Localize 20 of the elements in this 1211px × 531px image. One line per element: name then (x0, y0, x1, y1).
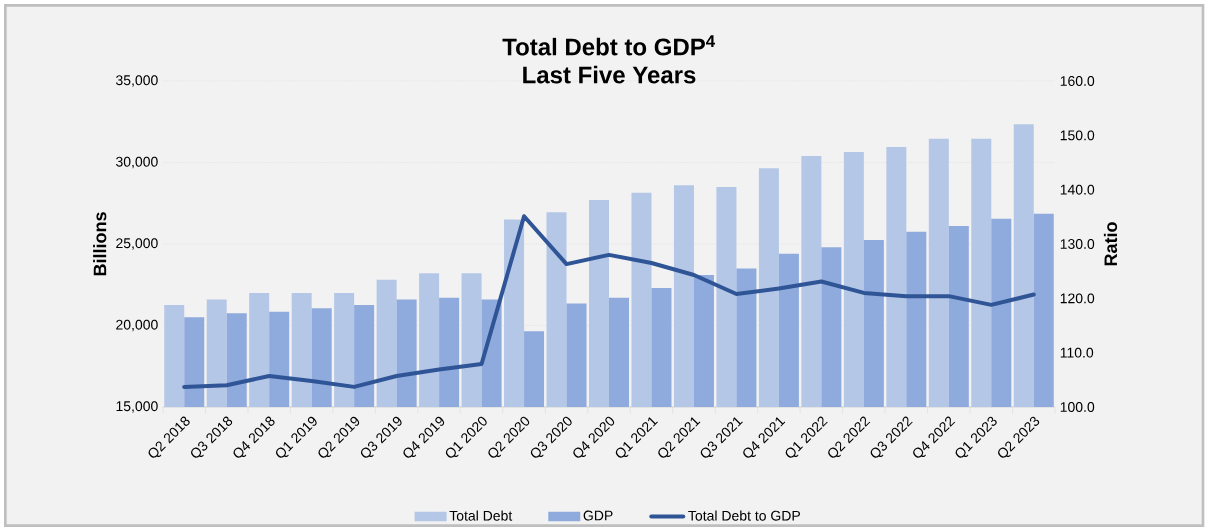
y-tick-label: 20,000 (116, 319, 158, 332)
y2-tick-label: 160.0 (1060, 76, 1095, 86)
y-tick-label: 30,000 (116, 156, 158, 169)
y-tick-label: 15,000 (116, 401, 158, 413)
y-axis-title: Billions (93, 212, 107, 276)
y2-tick-label: 120.0 (1060, 293, 1095, 304)
y2-tick-label: 130.0 (1060, 239, 1095, 249)
legend-label: GDP (583, 510, 613, 521)
y2-tick-label: 150.0 (1060, 130, 1095, 141)
y2-tick-label: 110.0 (1060, 347, 1094, 358)
y2-tick-label: 100.0 (1060, 402, 1095, 412)
legend-label: Total Debt to GDP (688, 510, 800, 521)
y-tick-label: 35,000 (116, 75, 158, 87)
chart-subtitle: Last Five Years (523, 65, 696, 84)
line-series (182, 214, 1036, 389)
y-tick-label: 25,000 (116, 238, 158, 250)
y2-axis-title: Ratio (1103, 222, 1118, 266)
y2-tick-label: 140.0 (1060, 184, 1095, 195)
chart-title: Total Debt to GDP$^{4}$ (502, 35, 716, 56)
legend-label: Total Debt (449, 510, 513, 521)
